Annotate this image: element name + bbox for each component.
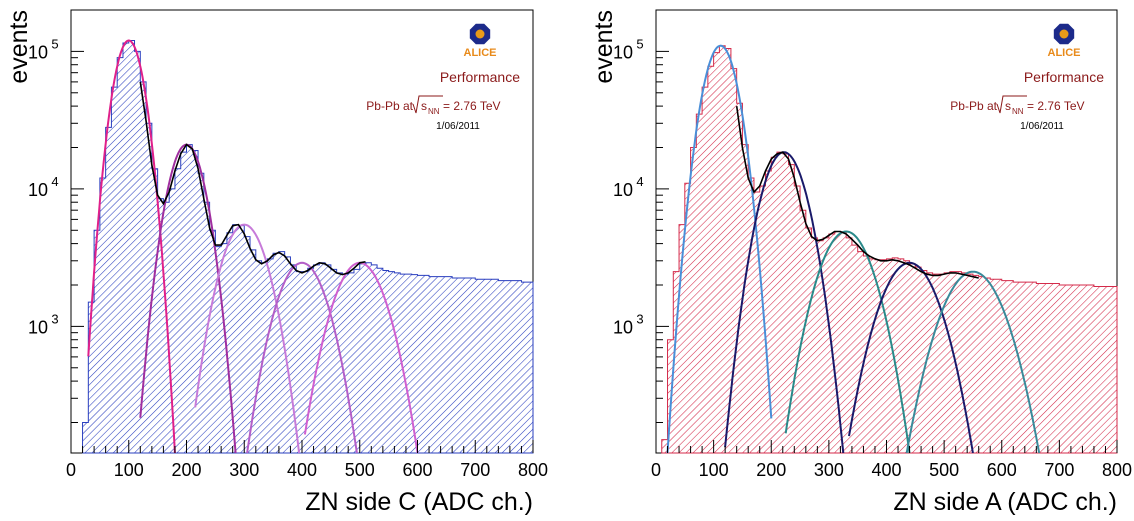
collision-suffix: = 2.76 TeV: [443, 99, 501, 113]
x-tick-label: 300: [814, 460, 844, 480]
y-tick-exponent: 4: [636, 174, 643, 189]
fit-layer: [666, 44, 1041, 454]
y-axis-label: events: [590, 10, 618, 84]
histogram-bars: [82, 40, 534, 454]
x-axis-label: ZN side C (ADC ch.): [305, 488, 533, 516]
x-axis: 0 100 200 300 400 500 600 700 800: [651, 440, 1132, 480]
x-tick-label: 800: [1102, 460, 1132, 480]
fit-component-3n: [194, 223, 301, 454]
fit-total-line: [735, 105, 979, 279]
x-axis: 0 100 200 300 400 500 600 700 800: [66, 440, 548, 480]
fit-component-2n: [724, 151, 845, 454]
x-tick-label: 300: [229, 460, 259, 480]
alice-logo: ALICE: [464, 23, 497, 59]
fit-component-5n: [905, 270, 1041, 454]
x-tick-label: 700: [1044, 460, 1074, 480]
date-label: 1/06/2011: [1020, 121, 1064, 132]
collision-label: Pb-Pb at s NN = 2.76 TeV: [366, 95, 501, 116]
collision-sqrt-s: s: [421, 99, 427, 113]
x-tick-label: 400: [287, 460, 317, 480]
y-tick-label: 10: [28, 42, 48, 62]
alice-logo-text: ALICE: [464, 47, 497, 59]
x-tick-label: 100: [699, 460, 729, 480]
fit-component-4n: [246, 261, 358, 454]
y-tick-label: 10: [28, 317, 48, 337]
alice-legend: ALICE Performance Pb-Pb at s NN = 2.76 T…: [950, 23, 1104, 132]
x-tick-label: 800: [518, 460, 548, 480]
collision-sqrt-s: s: [1005, 99, 1011, 113]
y-axis-label: events: [5, 10, 33, 84]
date-label: 1/06/2011: [436, 121, 480, 132]
x-tick-label: 100: [114, 460, 144, 480]
collision-label: Pb-Pb at s NN = 2.76 TeV: [950, 95, 1085, 116]
collision-suffix: = 2.76 TeV: [1027, 99, 1085, 113]
x-tick-label: 500: [929, 460, 959, 480]
alice-logo-text: ALICE: [1048, 47, 1081, 59]
x-tick-label: 0: [651, 460, 661, 480]
fit-total-line: [139, 81, 366, 276]
x-tick-label: 400: [871, 460, 901, 480]
fit-component-1n: [666, 44, 773, 454]
x-tick-label: 600: [987, 460, 1017, 480]
alice-legend: ALICE Performance Pb-Pb at s NN = 2.76 T…: [366, 23, 520, 132]
x-tick-label: 500: [345, 460, 375, 480]
alice-logo-core: [1059, 29, 1069, 39]
fit-component-3n: [784, 230, 911, 454]
alice-logo: ALICE: [1048, 23, 1081, 59]
fit-layer: [87, 39, 419, 454]
performance-label: Performance: [440, 69, 520, 85]
collision-prefix: Pb-Pb at: [366, 99, 413, 113]
sqrt-sign: [412, 95, 443, 114]
y-tick-label: 10: [613, 42, 633, 62]
x-tick-label: 600: [402, 460, 432, 480]
x-axis-label: ZN side A (ADC ch.): [893, 488, 1117, 516]
alice-logo-core: [475, 29, 485, 39]
y-tick-exponent: 3: [51, 311, 58, 326]
y-tick-label: 10: [613, 317, 633, 337]
y-tick-exponent: 3: [636, 311, 643, 326]
fit-component-4n: [848, 261, 974, 454]
performance-label: Performance: [1024, 69, 1104, 85]
collision-subscript: NN: [428, 107, 440, 116]
sqrt-sign: [996, 95, 1027, 114]
y-tick-exponent: 5: [636, 36, 643, 51]
y-tick-exponent: 4: [51, 174, 58, 189]
x-tick-label: 200: [171, 460, 201, 480]
y-tick-label: 10: [613, 180, 633, 200]
x-tick-label: 0: [66, 460, 76, 480]
collision-subscript: NN: [1012, 107, 1024, 116]
y-tick-exponent: 5: [51, 36, 58, 51]
histogram-layer: [82, 40, 534, 454]
x-tick-label: 200: [756, 460, 786, 480]
x-tick-label: 700: [460, 460, 490, 480]
collision-prefix: Pb-Pb at: [950, 99, 997, 113]
y-tick-label: 10: [28, 180, 48, 200]
